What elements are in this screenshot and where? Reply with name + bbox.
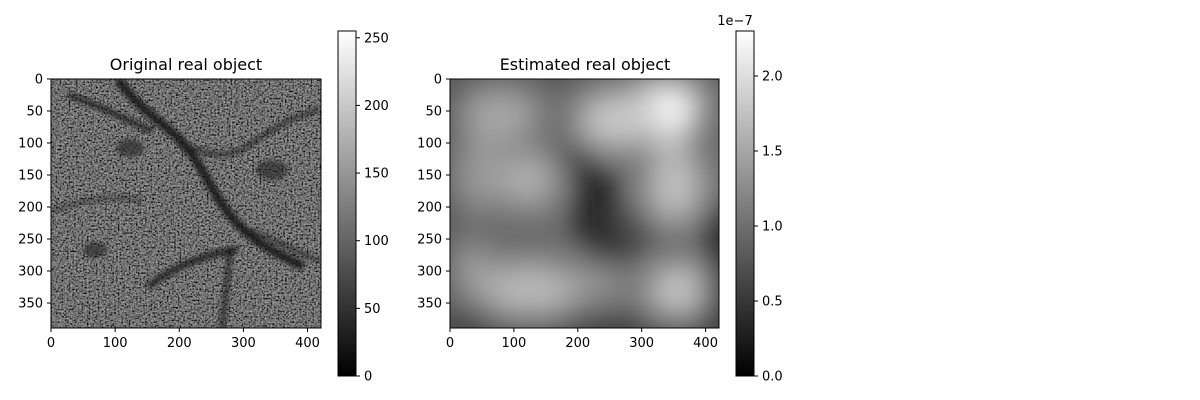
y-tick-label: 350	[18, 297, 43, 312]
y-tick-label: 100	[18, 137, 43, 152]
colorbar-2-ticks: 0.0 0.5 1.0 1.5 2.0	[754, 70, 783, 385]
y-tick-label: 300	[417, 265, 442, 280]
x-tick-label: 200	[167, 336, 192, 351]
colorbar-1-ticks: 0 50 100 150 200 250	[356, 31, 389, 385]
x-tick-label: 400	[295, 336, 320, 351]
y-tick-label: 300	[18, 265, 43, 280]
colorbar-tick-label: 200	[364, 99, 389, 114]
x-tick-label: 200	[565, 336, 590, 351]
y-tick-label: 150	[18, 169, 43, 184]
y-tick-label: 350	[417, 297, 442, 312]
colorbar-tick-label: 2.0	[762, 70, 783, 85]
x-tick-label: 100	[501, 336, 526, 351]
colorbar-tick-label: 100	[364, 234, 389, 249]
panel-1-title: Original real object	[110, 55, 262, 74]
axes-1-xticks: 0 100 200 300 400	[47, 328, 320, 351]
axes-2-xticks: 0 100 200 300 400	[446, 328, 718, 351]
y-tick-label: 0	[35, 73, 43, 88]
colorbar-tick-label: 0	[364, 370, 372, 385]
axes-1-frame	[50, 78, 322, 329]
x-tick-label: 300	[231, 336, 256, 351]
axes-2-yticks: 0 50 100 150 200 250 300 350	[417, 73, 450, 312]
x-tick-label: 300	[629, 336, 654, 351]
x-tick-label: 400	[693, 336, 718, 351]
y-tick-label: 200	[417, 201, 442, 216]
x-tick-label: 0	[47, 336, 55, 351]
image-original	[51, 79, 321, 328]
colorbar-1-gradient	[337, 30, 357, 377]
colorbar-original: 0 50 100 150 200 250	[337, 30, 389, 385]
colorbar-tick-label: 50	[364, 302, 381, 317]
colorbar-2-offset-label: 1e−7	[717, 14, 752, 29]
panel-2-title: Estimated real object	[500, 55, 671, 74]
y-tick-label: 250	[417, 233, 442, 248]
x-tick-label: 0	[446, 336, 454, 351]
x-tick-label: 100	[103, 336, 128, 351]
colorbar-estimated: 1e−7 0.0 0.5 1.0 1.5 2.0	[717, 14, 782, 385]
y-tick-label: 0	[434, 73, 442, 88]
y-tick-label: 150	[417, 169, 442, 184]
y-tick-label: 250	[18, 233, 43, 248]
y-tick-label: 50	[26, 105, 43, 120]
colorbar-tick-label: 0.5	[762, 295, 783, 310]
panel-original: Original real object 0 100 200 300 400 0 50 10…	[18, 55, 322, 351]
colorbar-tick-label: 1.0	[762, 220, 783, 235]
colorbar-tick-label: 250	[364, 31, 389, 46]
y-tick-label: 50	[425, 105, 442, 120]
colorbar-tick-label: 150	[364, 167, 389, 182]
axes-2-frame	[449, 78, 720, 329]
panel-estimated: Estimated real object	[417, 55, 720, 351]
y-tick-label: 200	[18, 201, 43, 216]
axes-1-yticks: 0 50 100 150 200 250 300 350	[18, 73, 51, 312]
y-tick-label: 100	[417, 137, 442, 152]
colorbar-2-gradient	[735, 30, 755, 377]
colorbar-tick-label: 0.0	[762, 370, 783, 385]
colorbar-tick-label: 1.5	[762, 145, 783, 160]
image-estimated	[450, 79, 719, 328]
